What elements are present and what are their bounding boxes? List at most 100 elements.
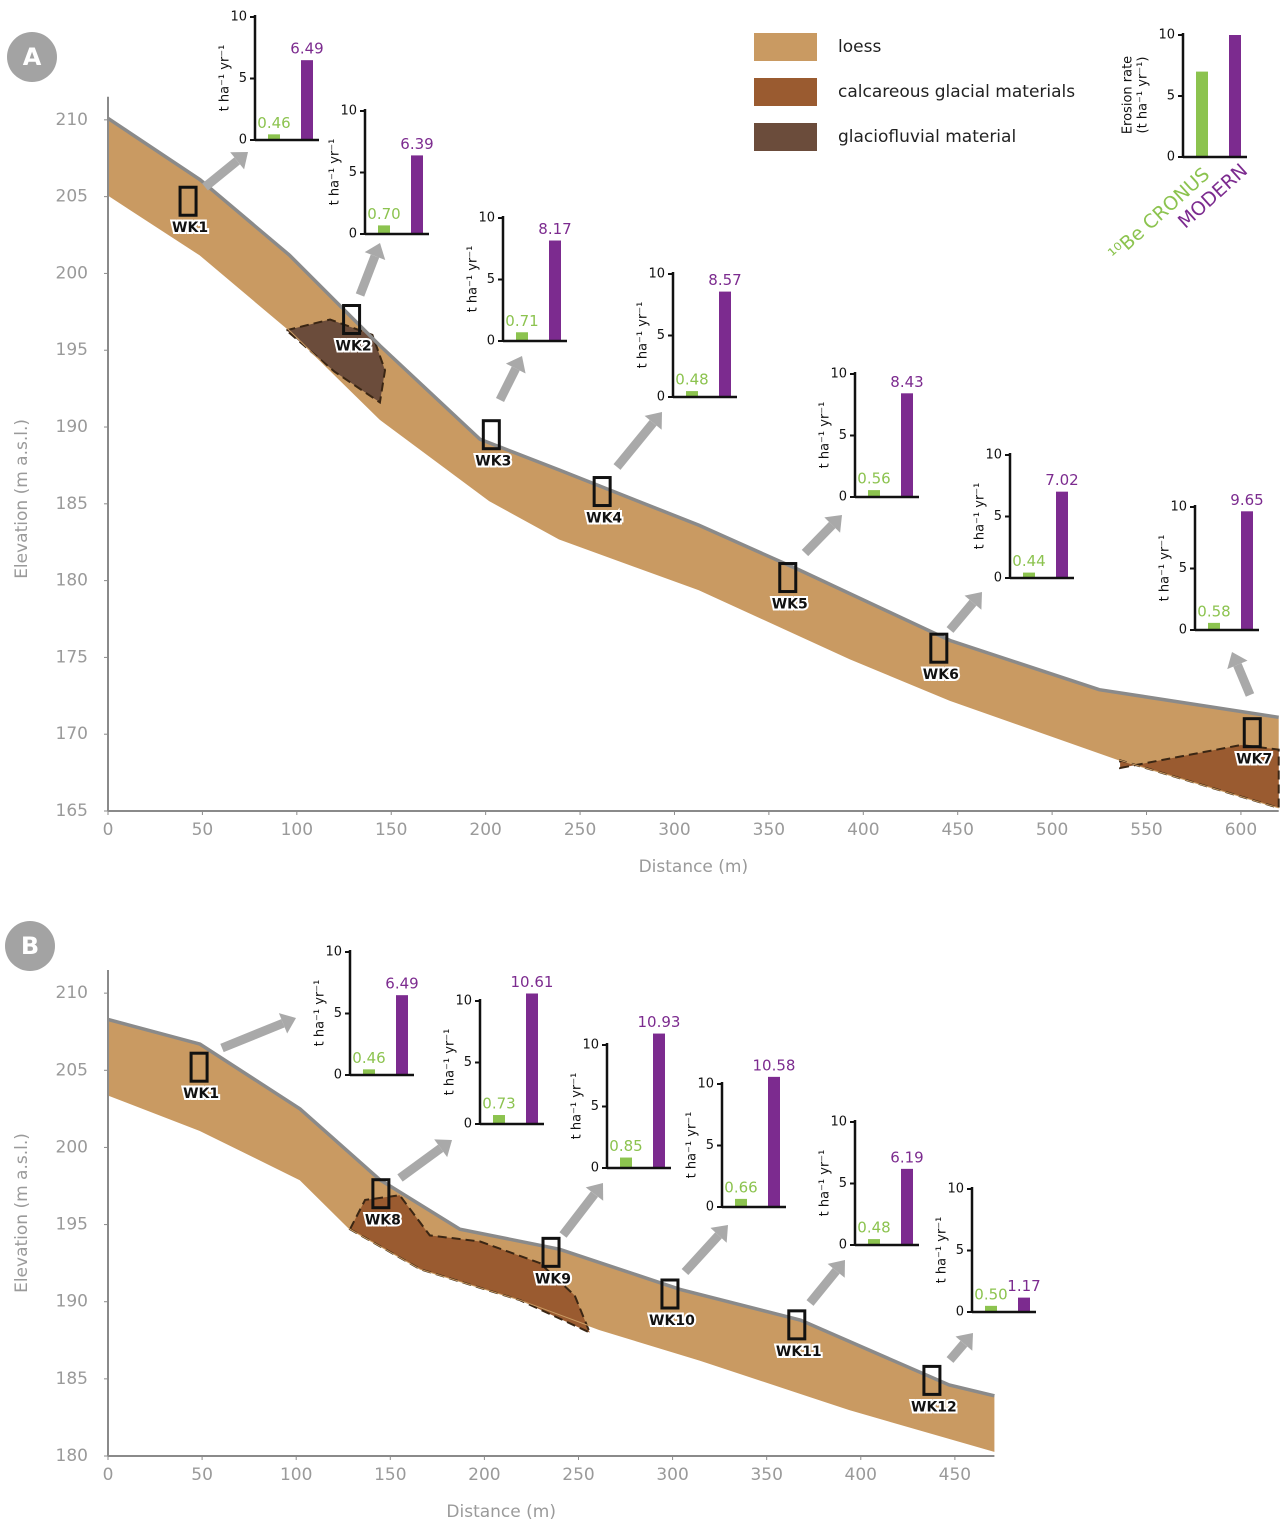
x-tick-label: 200: [469, 820, 501, 840]
y-tick-label: 200: [56, 263, 88, 283]
bar: [901, 1169, 913, 1245]
panel-letter: B: [21, 932, 39, 960]
x-tick-label: 600: [1225, 820, 1257, 840]
bar: [411, 155, 423, 234]
x-tick-label: 250: [562, 1465, 594, 1485]
y-tick-label: 180: [56, 1446, 88, 1466]
legend-swatch: [754, 78, 817, 106]
value-label: 0.70: [367, 205, 400, 223]
bar: [516, 332, 528, 341]
y-axis-title: (t ha⁻¹ yr⁻¹): [1136, 57, 1151, 134]
x-tick-label: 0: [103, 1465, 114, 1485]
y-tick-label: 5: [657, 328, 665, 343]
x-tick-label: 50: [192, 820, 214, 840]
bar: [396, 995, 408, 1075]
x-tick-label: 150: [375, 820, 407, 840]
x-tick-label: 450: [941, 820, 973, 840]
site-label: WK3: [475, 454, 511, 470]
arrow: [950, 603, 973, 630]
arrow: [617, 423, 653, 467]
y-tick-label: 5: [464, 1055, 472, 1070]
y-tick-label: 10: [648, 267, 665, 282]
site-label: WK6: [923, 667, 959, 683]
value-label: 0.48: [675, 371, 708, 389]
y-axis-title: Elevation (m a.s.l.): [12, 419, 32, 579]
bar: [1056, 492, 1068, 578]
legend-swatch: [754, 33, 817, 61]
x-tick-label: 350: [750, 1465, 782, 1485]
inset-y-title: t ha⁻¹ yr⁻¹: [328, 139, 343, 206]
panel-letter: A: [23, 43, 42, 71]
y-tick-label: 0: [487, 334, 495, 349]
bar: [1196, 72, 1208, 157]
bar: [620, 1158, 632, 1168]
value-label: 8.17: [538, 220, 571, 238]
x-tick-label: 300: [656, 1465, 688, 1485]
y-axis-title: Erosion rate: [1121, 56, 1136, 134]
figure: A B 165170175180185190195200205210050100…: [0, 0, 1282, 1522]
y-tick-label: 5: [349, 165, 357, 180]
y-tick-label: 175: [56, 647, 88, 667]
y-tick-label: 10: [1158, 28, 1175, 43]
y-tick-label: 10: [478, 211, 495, 226]
y-axis-title: Elevation (m a.s.l.): [12, 1133, 32, 1293]
y-tick-label: 5: [239, 71, 247, 86]
arrow: [400, 1148, 441, 1178]
bar: [653, 1034, 665, 1168]
x-tick-label: 450: [939, 1465, 971, 1485]
y-tick-label: 0: [839, 490, 847, 505]
inset-y-title: t ha⁻¹ yr⁻¹: [1158, 535, 1173, 602]
y-tick-label: 10: [230, 10, 247, 25]
y-tick-label: 195: [56, 1215, 88, 1235]
y-tick-label: 5: [1167, 89, 1175, 104]
bar: [378, 225, 390, 234]
value-label: 10.58: [753, 1056, 796, 1074]
y-tick-label: 0: [1167, 150, 1175, 165]
arrow: [950, 1344, 964, 1360]
y-tick-label: 170: [56, 724, 88, 744]
bar: [1229, 35, 1241, 157]
y-tick-label: 5: [839, 428, 847, 443]
value-label: 0.50: [974, 1285, 1007, 1303]
y-tick-label: 0: [349, 227, 357, 242]
value-label: 0.56: [857, 470, 890, 488]
y-tick-label: 5: [994, 509, 1002, 524]
value-label: 1.17: [1007, 1277, 1040, 1295]
value-label: 10.93: [638, 1013, 681, 1031]
y-tick-label: 200: [56, 1137, 88, 1157]
value-label: 0.66: [724, 1178, 757, 1196]
bar: [768, 1077, 780, 1207]
inset-y-title: t ha⁻¹ yr⁻¹: [570, 1073, 585, 1140]
legend-label: calcareous glacial materials: [838, 82, 1075, 102]
arrow: [563, 1194, 594, 1235]
y-tick-label: 5: [591, 1099, 599, 1114]
site-label: WK12: [911, 1399, 957, 1415]
value-label: 0.73: [482, 1095, 515, 1113]
inset-y-title: t ha⁻¹ yr⁻¹: [313, 980, 328, 1047]
y-tick-label: 205: [56, 187, 88, 207]
y-tick-label: 185: [56, 1369, 88, 1389]
bar: [493, 1115, 505, 1124]
material-layer: [286, 320, 385, 403]
y-tick-label: 5: [334, 1006, 342, 1021]
y-tick-label: 10: [340, 104, 357, 119]
y-tick-label: 0: [464, 1117, 472, 1132]
site-label: WK11: [776, 1344, 822, 1360]
y-tick-label: 0: [956, 1305, 964, 1320]
y-tick-label: 205: [56, 1060, 88, 1080]
inset-y-title: t ha⁻¹ yr⁻¹: [685, 1112, 700, 1179]
x-tick-label: 500: [1036, 820, 1068, 840]
arrow: [685, 1235, 719, 1272]
surface-line: [108, 118, 1279, 717]
y-tick-label: 0: [706, 1200, 714, 1215]
y-tick-label: 0: [994, 571, 1002, 586]
y-tick-label: 0: [239, 133, 247, 148]
y-tick-label: 210: [56, 110, 88, 130]
x-tick-label: 400: [845, 1465, 877, 1485]
value-label: 6.19: [890, 1148, 923, 1166]
y-tick-label: 195: [56, 340, 88, 360]
y-tick-label: 10: [830, 367, 847, 382]
x-tick-label: 200: [468, 1465, 500, 1485]
legend-swatch: [754, 123, 817, 151]
y-tick-label: 165: [56, 801, 88, 821]
